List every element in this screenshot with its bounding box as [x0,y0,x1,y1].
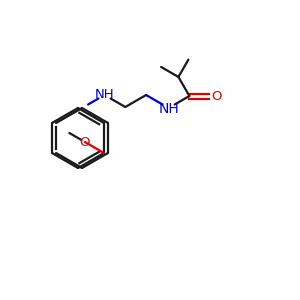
Text: NH: NH [158,102,179,116]
Text: O: O [211,89,222,103]
Text: NH: NH [95,88,114,100]
Text: O: O [80,136,90,148]
